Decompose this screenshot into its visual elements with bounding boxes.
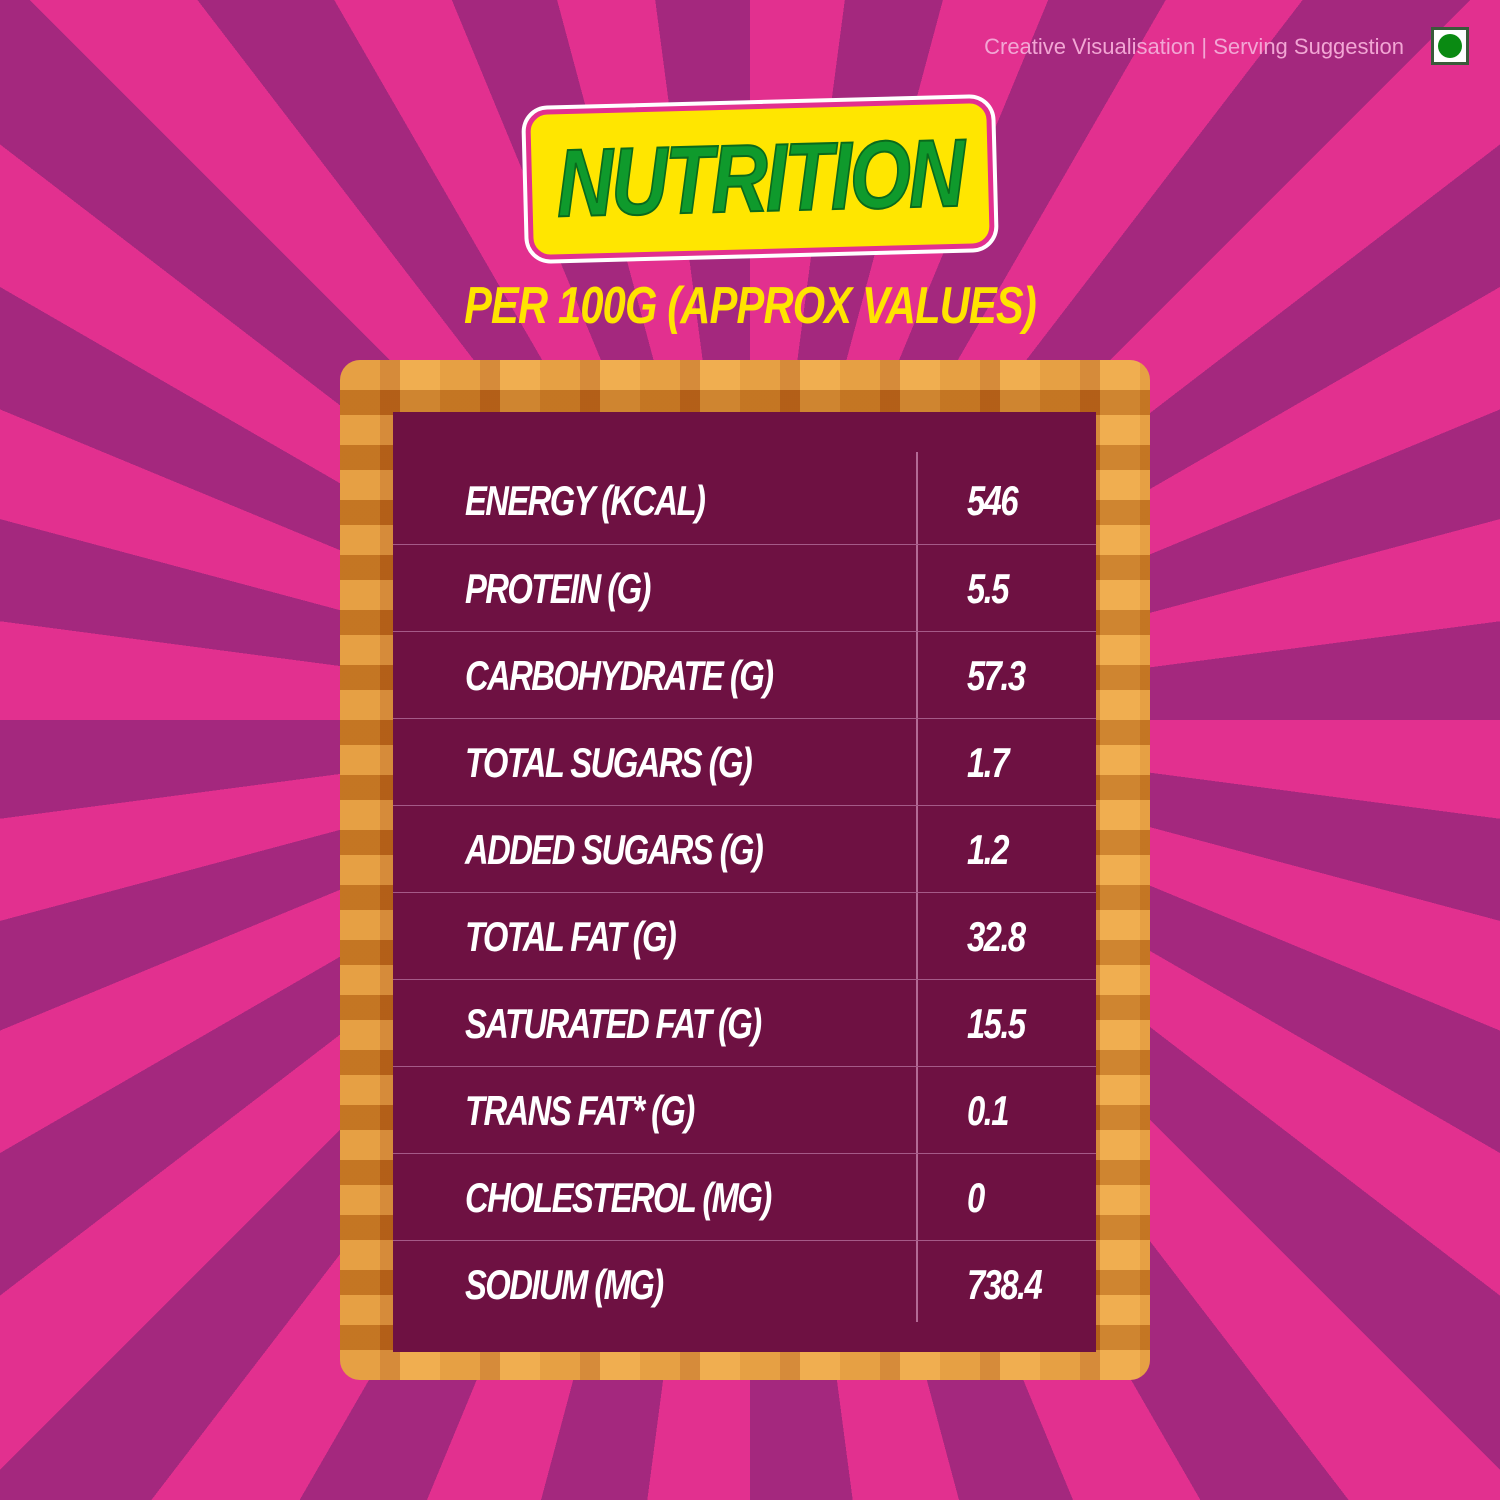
nutrient-value: 0.1 bbox=[967, 1086, 1009, 1134]
nutrient-label: TOTAL FAT (G) bbox=[465, 912, 677, 960]
nutrient-label: TRANS FAT* (G) bbox=[465, 1086, 695, 1134]
nutrient-value: 1.7 bbox=[967, 738, 1009, 786]
table-row: CHOLESTEROL (MG) 0 bbox=[393, 1153, 1096, 1241]
disclaimer-text: Creative Visualisation | Serving Suggest… bbox=[984, 34, 1404, 59]
table-row: TRANS FAT* (G) 0.1 bbox=[393, 1066, 1096, 1154]
title: NUTRITION bbox=[555, 119, 966, 238]
table-row: SATURATED FAT (G) 15.5 bbox=[393, 979, 1096, 1067]
nutrient-label: CHOLESTEROL (MG) bbox=[465, 1173, 772, 1221]
column-divider bbox=[916, 452, 918, 1322]
nutrient-value: 5.5 bbox=[967, 564, 1009, 612]
table-row: TOTAL FAT (G) 32.8 bbox=[393, 892, 1096, 980]
nutrient-value: 0 bbox=[967, 1173, 985, 1221]
nutrient-label: ENERGY (KCAL) bbox=[465, 476, 706, 524]
nutrient-label: PROTEIN (G) bbox=[465, 564, 651, 612]
table-row: SODIUM (MG) 738.4 bbox=[393, 1240, 1096, 1328]
table-row: ADDED SUGARS (G) 1.2 bbox=[393, 805, 1096, 893]
nutrient-label: CARBOHYDRATE (G) bbox=[465, 651, 774, 699]
nutrient-label: ADDED SUGARS (G) bbox=[465, 825, 764, 873]
nutrient-label: SODIUM (MG) bbox=[465, 1260, 664, 1308]
nutrient-value: 57.3 bbox=[967, 651, 1026, 699]
subtitle: PER 100G (APPROX VALUES) bbox=[464, 277, 1037, 335]
nutrition-table: ENERGY (KCAL) 546 PROTEIN (G) 5.5 CARBOHYDRA… bbox=[393, 412, 1096, 1352]
table-row: PROTEIN (G) 5.5 bbox=[393, 544, 1096, 632]
nutrient-value: 738.4 bbox=[967, 1260, 1043, 1308]
veg-mark-icon bbox=[1431, 27, 1469, 65]
table-row: TOTAL SUGARS (G) 1.7 bbox=[393, 718, 1096, 806]
nutrient-value: 546 bbox=[967, 476, 1019, 524]
table-row: ENERGY (KCAL) 546 bbox=[393, 457, 1096, 544]
nutrient-value: 1.2 bbox=[967, 825, 1009, 873]
table-row: CARBOHYDRATE (G) 57.3 bbox=[393, 631, 1096, 719]
nutrient-label: SATURATED FAT (G) bbox=[465, 999, 762, 1047]
nutrient-value: 15.5 bbox=[967, 999, 1026, 1047]
nutrient-value: 32.8 bbox=[967, 912, 1026, 960]
title-badge: NUTRITION bbox=[525, 97, 995, 261]
nutrient-label: TOTAL SUGARS (G) bbox=[465, 738, 753, 786]
